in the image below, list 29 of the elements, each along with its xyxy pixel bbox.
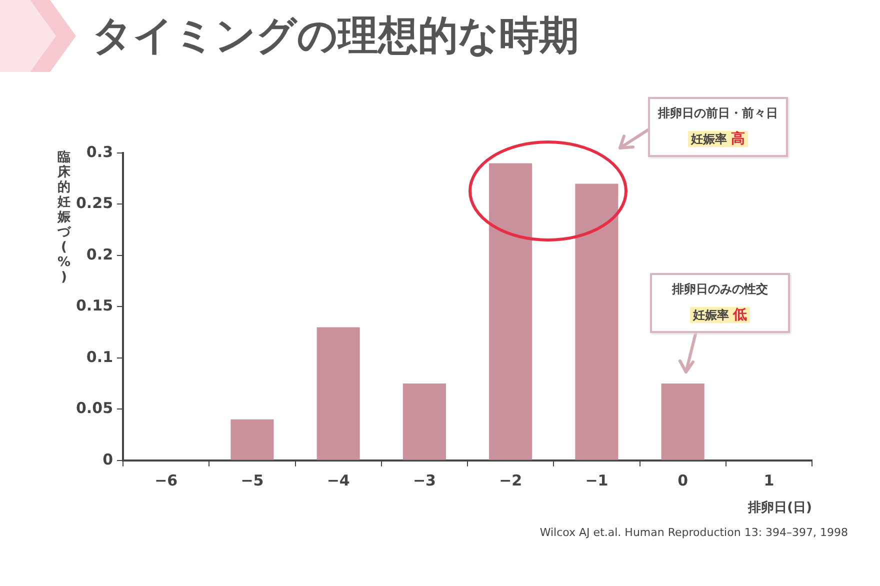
text: 妊娠率 高 [688,131,748,147]
chart-title: タイミングの理想的な時期 [92,12,579,61]
bar [489,163,532,460]
x-tick-label: −2 [499,471,522,490]
bar [230,419,274,460]
bar [402,384,446,460]
x-tick-label: −6 [154,471,178,490]
text: 臨床的妊娠づ(%) [57,150,71,285]
x-tick-label: 0 [678,471,688,490]
y-tick-label: 0.3 [86,142,114,161]
x-tick-label: 1 [764,471,774,490]
text: 排卵日の前日・前々日 [656,105,779,122]
x-axis-title: 排卵日(日) [747,500,812,516]
y-tick-label: 0.2 [86,245,114,264]
x-tick-label: −1 [585,471,608,490]
bar [316,327,360,460]
annotation: 排卵日のみの性交 [670,281,769,298]
bar [575,184,618,460]
x-tick-label: −4 [326,471,350,490]
y-tick-label: 0.25 [76,194,114,212]
text: Wilcox AJ et.al. Human Reproduction 13: 394–397, 1998 [540,526,848,539]
y-tick-label: 0.1 [86,348,114,366]
annotation: 妊娠率 低 [690,307,750,323]
y-tick-label: 0 [102,450,114,468]
x-tick-label: −3 [412,471,436,490]
y-tick-label: 0.05 [76,399,114,418]
y-tick-label: 0.15 [76,296,114,315]
x-tick-label: −5 [240,471,264,490]
bar [661,384,704,460]
